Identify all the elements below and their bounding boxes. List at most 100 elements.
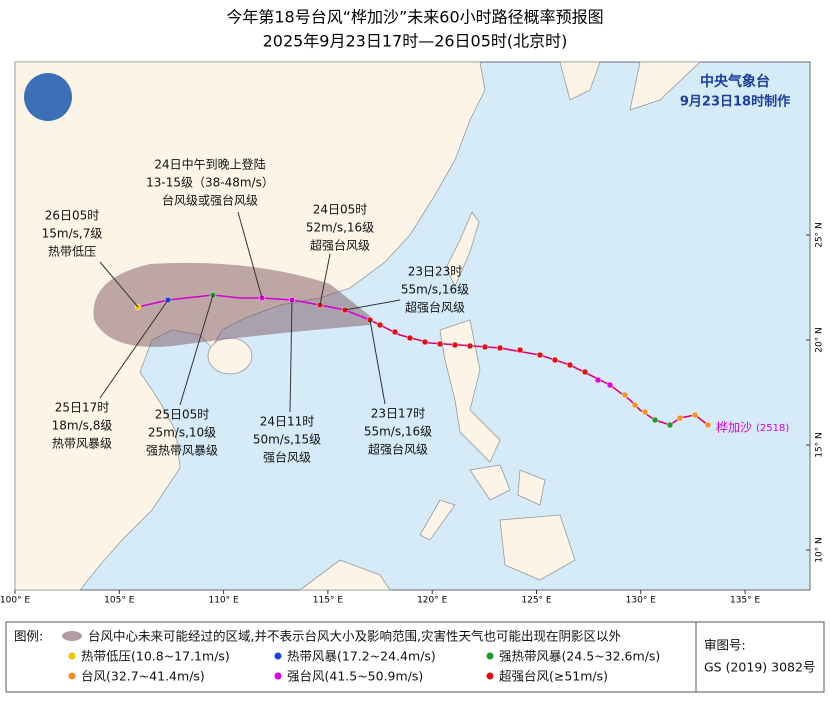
annotation-line: 18m/s,8级 — [52, 419, 113, 433]
annotation-line: 台风级或强台风级 — [162, 193, 258, 208]
leaders — [99, 211, 401, 413]
legend-shade-text: 台风中心未来可能经过的区域,并不表示台风大小及影响范围,灾害性天气也可能出现在阴… — [88, 629, 621, 644]
lon-tick-label: 120° E — [417, 596, 448, 606]
lon-tick-label: 135° E — [730, 596, 761, 606]
leader-line — [344, 299, 401, 311]
legend-dot — [486, 652, 494, 660]
lon-tick-label: 130° E — [626, 596, 657, 606]
track-point — [651, 416, 659, 424]
track-point — [481, 343, 489, 351]
storm-name: 桦加沙 — [716, 420, 752, 435]
track-point — [566, 361, 574, 369]
annotation-line: 52m/s,16级 — [306, 221, 374, 235]
annotation-line: 13-15级（38-48m/s） — [146, 176, 274, 190]
track-point — [376, 321, 384, 329]
annotation-line: 超强台风级 — [405, 300, 465, 315]
track-point — [621, 391, 629, 399]
storm-id: (2518) — [756, 423, 789, 434]
track-point — [631, 401, 639, 409]
lon-tick-label: 110° E — [208, 596, 239, 606]
annotation-line: 25m/s,10级 — [148, 426, 216, 440]
agency: 中央气象台 — [700, 73, 770, 90]
leader-line — [369, 319, 386, 405]
philippine-islands — [419, 464, 576, 581]
annotation-line: 23日23时 — [408, 265, 463, 279]
track-point — [406, 334, 414, 342]
lon-tick-label: 125° E — [521, 596, 552, 606]
track-point — [436, 340, 444, 348]
track-point — [666, 421, 674, 429]
luzon — [439, 319, 501, 463]
legend: 图例: 台风中心未来可能经过的区域,并不表示台风大小及影响范围,灾害性天气也可能… — [5, 621, 825, 693]
track-point — [551, 356, 559, 364]
hainan — [207, 337, 253, 375]
legend-box — [5, 621, 825, 693]
issued: 9月23日18时制作 — [680, 94, 790, 110]
lon-tick-label: 100° E — [0, 596, 30, 606]
legend-item: 超强台风(≥51m/s) — [499, 669, 608, 684]
annotation-line: 55m/s,16级 — [401, 283, 469, 297]
leader-line — [99, 299, 169, 399]
legend-items: 热带低压(10.8~17.1m/s) 热带风暴(17.2~24.4m/s) 强热带风… — [68, 649, 660, 684]
annotation-line: 24日05时 — [313, 203, 368, 217]
lat-tick-label: 10° N — [815, 537, 825, 563]
track-point — [581, 368, 589, 376]
leader-line — [99, 261, 139, 308]
leader-line — [319, 253, 331, 306]
legend-dot — [68, 652, 76, 660]
annotations: 24日中午到晚上登陆 13-15级（38-48m/s） 台风级或强台风级 26日05时… — [42, 157, 470, 465]
map: 24日中午到晚上登陆 13-15级（38-48m/s） 台风级或强台风级 26日05时… — [0, 61, 825, 606]
lon-tick-label: 115° E — [313, 596, 344, 606]
logo — [24, 73, 72, 121]
track-point — [606, 381, 614, 389]
annotation-line: 50m/s,15级 — [253, 433, 321, 447]
approval-label: 审图号: — [704, 638, 746, 653]
track-point — [676, 414, 684, 422]
subtitle: 2025年9月23日17时—26日05时(北京时) — [263, 32, 568, 51]
legend-dot — [274, 672, 282, 680]
annotation-line: 强台风级 — [263, 450, 311, 465]
annotation-line: 25日05时 — [155, 408, 210, 422]
track-point — [391, 328, 399, 336]
title: 今年第18号台风“桦加沙”未来60小时路径概率预报图 — [226, 8, 603, 27]
track-point — [496, 344, 504, 352]
lat-tick-label: 25° N — [815, 222, 825, 248]
annotation-line: 超强台风级 — [310, 238, 370, 253]
lat-tick-label: 20° N — [815, 327, 825, 353]
track-point — [641, 408, 649, 416]
track-point — [691, 411, 699, 419]
leader-line — [289, 299, 293, 413]
legend-dot — [274, 652, 282, 660]
annotation-line: 55m/s,16级 — [364, 425, 432, 439]
track-point — [451, 341, 459, 349]
approval-number: GS (2019) 3082号 — [704, 660, 815, 675]
track-point — [421, 338, 429, 346]
lon-tick-label: 105° E — [104, 596, 135, 606]
annotation-line: 热带风暴级 — [52, 437, 112, 451]
borneo — [298, 559, 391, 591]
track-point — [594, 376, 602, 384]
legend-dot — [486, 672, 494, 680]
annotation-line: 超强台风级 — [368, 442, 428, 457]
taiwan — [445, 211, 480, 287]
legend-item: 台风(32.7~41.4m/s) — [81, 669, 205, 684]
annotation-line: 24日11时 — [260, 415, 315, 429]
legend-dot — [68, 672, 76, 680]
annotation-line: 26日05时 — [45, 209, 100, 223]
annotation-line: 热带低压 — [48, 245, 96, 259]
probability-cone — [93, 262, 371, 347]
korea-japan — [559, 61, 702, 111]
legend-shade — [62, 631, 82, 641]
legend-item: 强台风(41.5~50.9m/s) — [287, 669, 423, 684]
legend-item: 强热带风暴(24.5~32.6m/s) — [499, 649, 660, 664]
lat-tick-label: 15° N — [815, 432, 825, 458]
leader-line — [179, 294, 214, 406]
legend-item: 热带风暴(17.2~24.4m/s) — [287, 649, 436, 664]
annotation-line: 15m/s,7级 — [42, 227, 103, 241]
track-points — [134, 291, 712, 429]
ticks: 100° E 105° E 110° E 115° E 120° E 125° E 130°… — [0, 222, 825, 605]
legend-item: 热带低压(10.8~17.1m/s) — [81, 649, 230, 664]
annotation-line: 23日17时 — [371, 407, 426, 421]
track-point — [516, 346, 524, 354]
